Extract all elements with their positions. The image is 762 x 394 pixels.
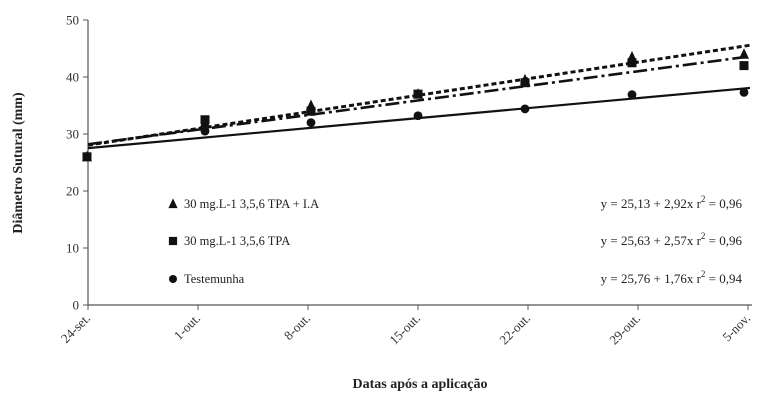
x-tick-label: 29-out. [606, 311, 643, 348]
y-tick-label: 10 [66, 241, 79, 256]
y-tick-label: 20 [66, 184, 79, 199]
data-point-circle [306, 118, 316, 127]
axes: 0 10 20 30 40 50 24-set. 1-out. 8-out. 15-out. 22-… [58, 13, 753, 348]
x-tick-label: 5-nov. [719, 311, 753, 345]
regression-equation: y = 25,63 + 2,57x r2 = 0,96 [601, 231, 743, 248]
data-point-circle [413, 111, 423, 121]
x-tick-label: 15-out. [386, 311, 423, 348]
legend-label: 30 mg.L-1 3,5,6 TPA + I.A [184, 197, 319, 211]
legend-label: Testemunha [184, 272, 245, 286]
data-point-square [739, 61, 749, 71]
legend-entry: 30 mg.L-1 3,5,6 TPA y = 25,63 + 2,57x r2 … [168, 231, 743, 248]
legend-marker-square [168, 236, 178, 246]
x-tick-label: 22-out. [496, 311, 533, 348]
legend-entry: 30 mg.L-1 3,5,6 TPA + I.A y = 25,13 + 2,9… [168, 194, 742, 211]
data-point-square [413, 89, 423, 99]
legend-label: 30 mg.L-1 3,5,6 TPA [184, 234, 290, 248]
legend-entry: Testemunha y = 25,76 + 1,76x r2 = 0,94 [169, 269, 742, 286]
legend-marker-circle [169, 275, 177, 283]
y-tick-label: 0 [73, 298, 80, 313]
data-point-square [520, 78, 530, 88]
y-tick-label: 30 [66, 127, 79, 142]
legend: 30 mg.L-1 3,5,6 TPA + I.A y = 25,13 + 2,9… [168, 194, 742, 286]
y-tick-label: 40 [66, 70, 79, 85]
data-point-square [627, 58, 637, 68]
regression-equation: y = 25,13 + 2,92x r2 = 0,96 [601, 194, 743, 211]
data-point-circle [200, 126, 210, 136]
data-point-square [306, 106, 316, 116]
data-point-circle [82, 152, 92, 162]
y-axis-title: Diâmetro Sutural (mm) [11, 92, 26, 234]
data-point-circle [739, 87, 749, 97]
x-axis-title: Datas após a aplicação [353, 377, 488, 392]
legend-marker-triangle [168, 198, 178, 209]
data-point-circle [627, 90, 637, 100]
fit-line [87, 55, 751, 146]
x-tick-label: 24-set. [58, 311, 93, 346]
data-point-triangle [739, 48, 749, 59]
data-point-square [200, 115, 210, 125]
y-tick-label: 50 [66, 13, 79, 28]
x-tick-label: 8-out. [281, 311, 313, 343]
x-tick-label: 1-out. [171, 311, 203, 343]
data-point-circle [520, 104, 530, 114]
data-points [82, 48, 749, 162]
regression-equation: y = 25,76 + 1,76x r2 = 0,94 [601, 269, 743, 286]
